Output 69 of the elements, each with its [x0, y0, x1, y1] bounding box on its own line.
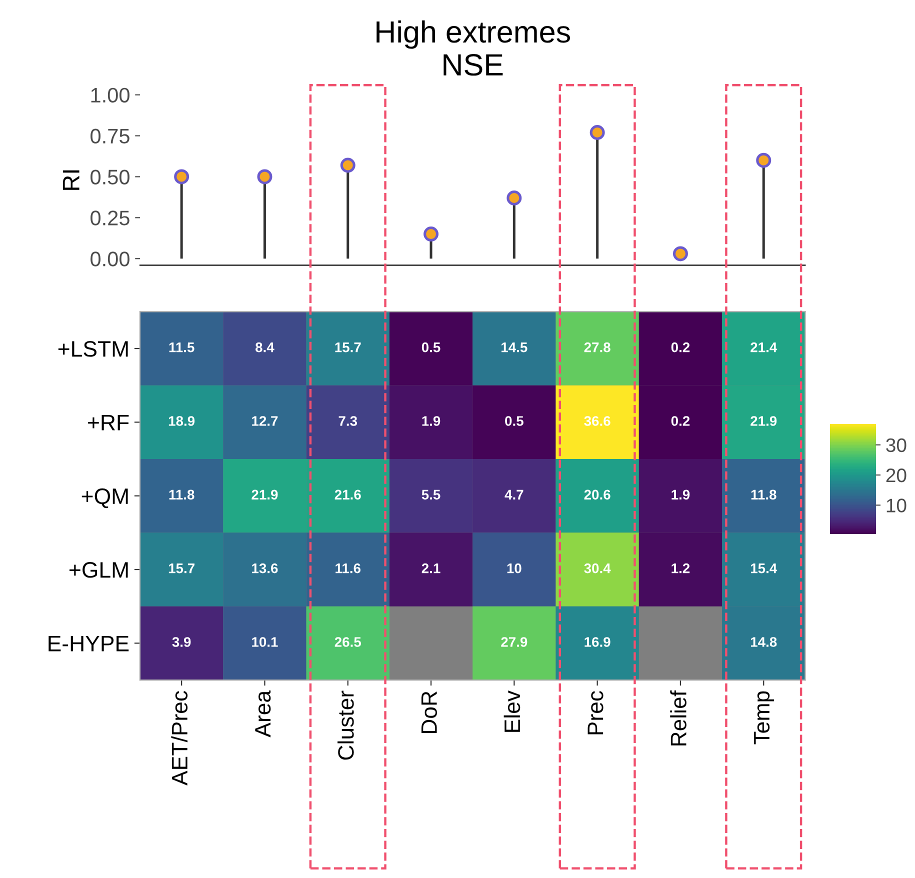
point	[174, 169, 190, 184]
data-label: 3.9	[172, 637, 191, 647]
data-label: 11.8	[751, 490, 776, 500]
y-tick-label: +RF	[88, 414, 129, 430]
data-label: 10.1	[252, 637, 278, 647]
y-tick-label: +GLM	[70, 562, 128, 578]
color-bar-label: 30	[886, 438, 906, 452]
data-label: 11.5	[169, 342, 194, 352]
data-label: 14.8	[750, 637, 777, 647]
data-label: 7.3	[338, 416, 358, 426]
data-label: 10	[507, 563, 522, 574]
y-tick-label: +LSTM	[58, 341, 128, 357]
data-label: 21.9	[750, 416, 777, 426]
data-label: 1.9	[422, 416, 440, 426]
x-tick-label: Elev	[504, 690, 520, 732]
y-tick-label: 1.00	[91, 88, 130, 103]
point	[756, 152, 772, 168]
point	[424, 226, 439, 242]
data-label: 13.6	[252, 563, 278, 574]
data-label: 0.5	[505, 416, 524, 426]
data-label: 1.9	[672, 490, 690, 500]
data-label: 11.6	[336, 563, 361, 574]
point	[257, 169, 272, 184]
data-label: 0.2	[671, 342, 690, 352]
data-label: 12.7	[252, 416, 278, 426]
x-tick-label: Prec	[588, 691, 604, 734]
data-label: 8.4	[256, 342, 274, 352]
y-axis-title: RI	[63, 170, 80, 190]
data-label: 15.4	[750, 564, 778, 574]
x-tick-label: Relief	[670, 690, 686, 746]
y-tick-label: +QM	[82, 488, 128, 508]
x-tick-label: Area	[255, 690, 271, 738]
data-label: 27.8	[584, 342, 610, 352]
y-tick-label: 0.25	[90, 210, 130, 226]
data-label: 15.7	[335, 342, 361, 352]
data-label: 26.5	[334, 637, 361, 647]
data-label: 15.7	[168, 564, 194, 574]
data-label: 11.8	[169, 490, 194, 500]
data-label: 5.5	[422, 490, 440, 500]
point	[590, 124, 605, 140]
data-label: 30.4	[584, 563, 611, 574]
x-tick-label: AET/Prec	[171, 691, 188, 786]
data-label: 21.9	[252, 490, 278, 500]
data-label: 36.6	[584, 416, 610, 426]
chart-title: High extremes NSE	[376, 20, 570, 76]
data-label: 0.2	[671, 416, 690, 426]
x-tick-label: Cluster	[338, 690, 354, 760]
data-label: 20.6	[584, 490, 610, 500]
y-tick-label: 0.00	[90, 252, 130, 266]
data-label: 4.7	[504, 490, 524, 500]
color-bar-label: 10	[886, 498, 906, 512]
data-label: 27.9	[501, 637, 528, 647]
data-label: 14.5	[502, 342, 528, 352]
data-label: 21.6	[334, 490, 361, 500]
y-tick-label: 0.75	[90, 128, 130, 144]
point	[340, 158, 356, 173]
color-bar-label: 20	[886, 468, 906, 482]
data-label: 2.1	[422, 563, 440, 574]
data-label: 1.2	[672, 563, 690, 574]
x-tick-label: Temp	[754, 691, 774, 744]
data-label: 16.9	[584, 637, 610, 647]
y-tick-label: 0.50	[90, 170, 130, 184]
x-tick-label: DoR	[421, 691, 437, 734]
data-label: 0.5	[422, 342, 440, 352]
data-label: 18.9	[168, 416, 195, 426]
point	[506, 190, 522, 206]
data-label: 21.4	[750, 342, 778, 352]
y-tick-label: E-HYPE	[48, 636, 129, 652]
point	[672, 246, 688, 262]
